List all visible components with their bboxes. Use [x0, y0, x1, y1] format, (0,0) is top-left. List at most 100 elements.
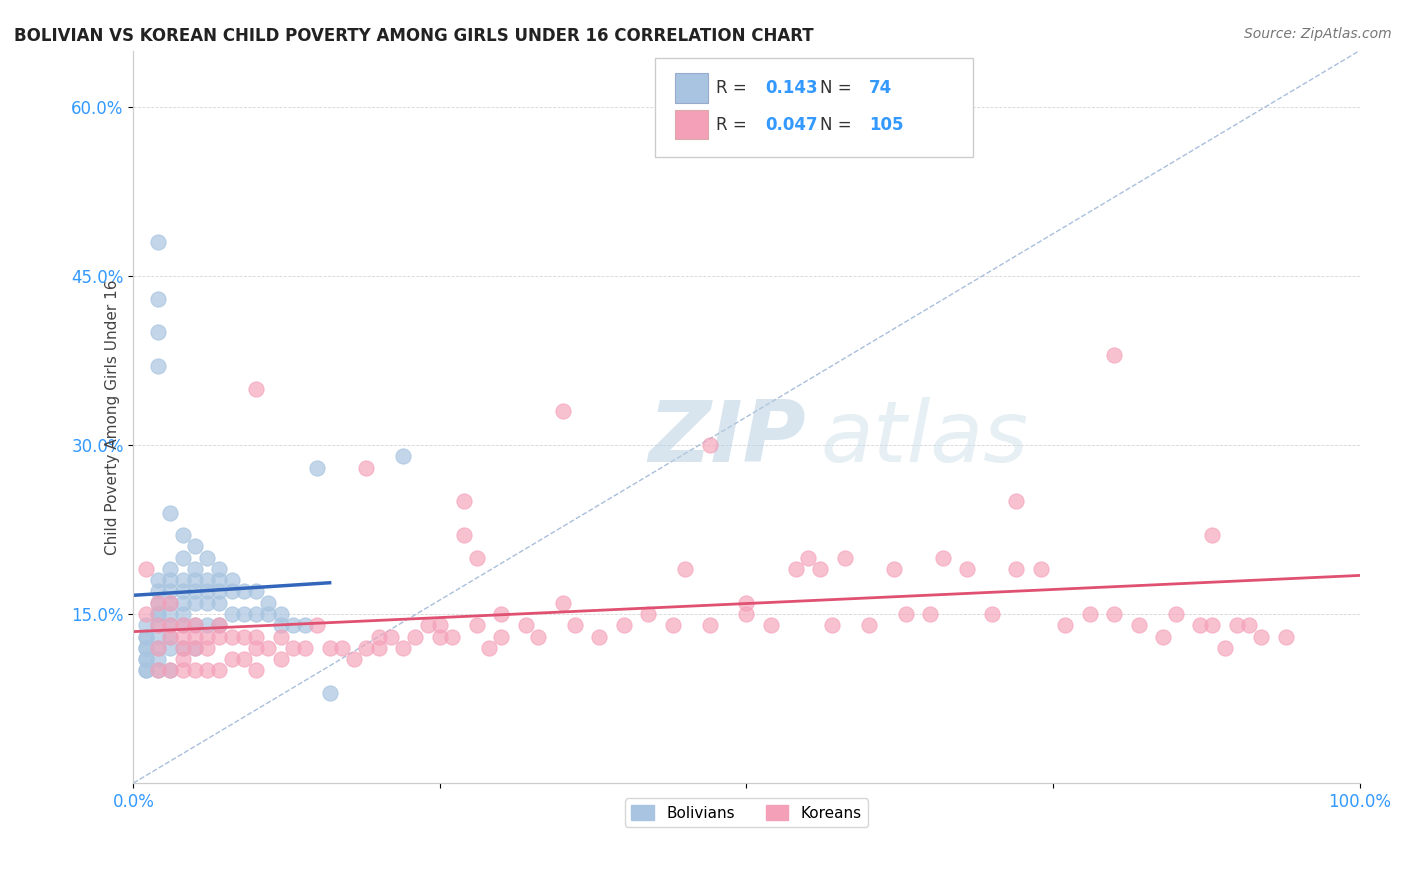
Point [1213, 640, 1236, 655]
Point [159, 618, 181, 632]
Point [1226, 618, 1249, 632]
Point [221, 573, 243, 587]
Point [392, 640, 415, 655]
Point [146, 640, 169, 655]
Point [146, 652, 169, 666]
Point [1189, 618, 1212, 632]
Point [172, 664, 194, 678]
Point [735, 607, 758, 621]
Point [172, 584, 194, 599]
Point [699, 618, 721, 632]
Point [920, 607, 942, 621]
Point [1104, 348, 1126, 362]
Point [135, 562, 157, 576]
Point [146, 618, 169, 632]
Point [245, 607, 267, 621]
Point [135, 652, 157, 666]
Point [270, 607, 292, 621]
Point [208, 630, 231, 644]
Text: N =: N = [820, 79, 856, 97]
Point [465, 550, 488, 565]
Point [159, 618, 181, 632]
Point [172, 618, 194, 632]
Point [232, 584, 254, 599]
Point [146, 596, 169, 610]
Point [172, 640, 194, 655]
Point [232, 607, 254, 621]
Point [1005, 494, 1028, 508]
Point [146, 292, 169, 306]
Text: BOLIVIAN VS KOREAN CHILD POVERTY AMONG GIRLS UNDER 16 CORRELATION CHART: BOLIVIAN VS KOREAN CHILD POVERTY AMONG G… [14, 27, 814, 45]
Point [883, 562, 905, 576]
Point [184, 618, 207, 632]
Point [429, 618, 451, 632]
Point [367, 630, 389, 644]
Point [980, 607, 1002, 621]
Point [270, 652, 292, 666]
Point [159, 607, 181, 621]
Legend: Bolivians, Koreans: Bolivians, Koreans [626, 798, 868, 827]
Point [135, 618, 157, 632]
Point [453, 494, 475, 508]
Point [257, 607, 280, 621]
Point [232, 630, 254, 644]
Point [245, 640, 267, 655]
Point [184, 562, 207, 576]
Point [146, 640, 169, 655]
Point [221, 630, 243, 644]
Point [208, 573, 231, 587]
Point [184, 640, 207, 655]
Text: ZIP: ZIP [648, 397, 806, 480]
Point [184, 573, 207, 587]
Point [208, 584, 231, 599]
Point [184, 618, 207, 632]
Point [172, 573, 194, 587]
Point [184, 584, 207, 599]
Point [367, 640, 389, 655]
Point [307, 618, 329, 632]
Point [184, 540, 207, 554]
Point [159, 596, 181, 610]
Point [931, 550, 953, 565]
Y-axis label: Child Poverty Among Girls Under 16: Child Poverty Among Girls Under 16 [104, 279, 120, 555]
Point [1078, 607, 1101, 621]
Point [392, 450, 415, 464]
Point [159, 640, 181, 655]
Point [380, 630, 402, 644]
Point [1164, 607, 1187, 621]
Point [135, 630, 157, 644]
Point [135, 630, 157, 644]
Point [478, 640, 501, 655]
Point [172, 618, 194, 632]
Point [245, 382, 267, 396]
Point [195, 596, 218, 610]
Point [172, 596, 194, 610]
Point [834, 550, 856, 565]
Point [797, 550, 820, 565]
Text: 0.143: 0.143 [765, 79, 817, 97]
Point [257, 596, 280, 610]
Text: R =: R = [716, 116, 752, 134]
Point [588, 630, 610, 644]
Point [245, 630, 267, 644]
Point [858, 618, 880, 632]
Point [208, 596, 231, 610]
Point [699, 438, 721, 452]
Point [195, 618, 218, 632]
Point [135, 640, 157, 655]
Point [515, 618, 537, 632]
Point [146, 235, 169, 250]
Point [318, 640, 340, 655]
Text: 74: 74 [869, 79, 893, 97]
Point [221, 607, 243, 621]
Point [146, 664, 169, 678]
Point [146, 359, 169, 373]
Point [184, 664, 207, 678]
Point [343, 652, 366, 666]
Point [172, 630, 194, 644]
Point [1201, 528, 1223, 542]
Point [195, 584, 218, 599]
Point [356, 640, 378, 655]
Point [416, 618, 439, 632]
Point [245, 584, 267, 599]
